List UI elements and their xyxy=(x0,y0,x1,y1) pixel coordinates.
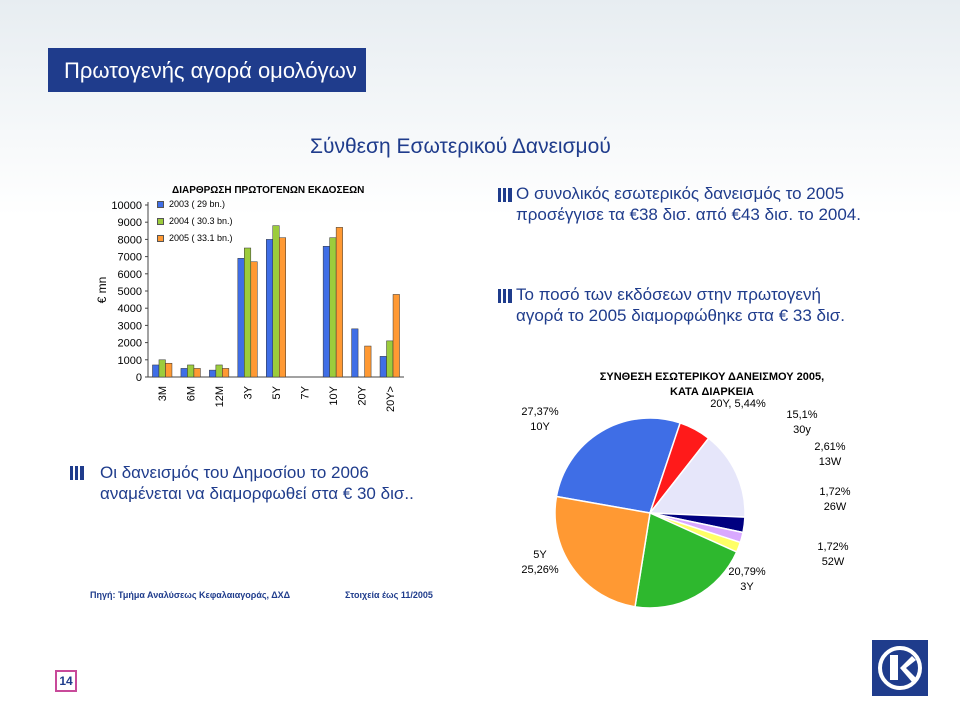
y-tick-label: 0 xyxy=(136,372,142,384)
bullet-icon xyxy=(498,188,512,202)
bar xyxy=(351,328,359,378)
x-tick-label: 20Y> xyxy=(385,386,397,412)
bar xyxy=(335,227,343,378)
pie-chart: ΣΥΝΘΕΣΗ ΕΣΩΤΕΡΙΚΟΥ ΔΑΝΕΙΣΜΟΥ 2005, ΚΑΤΑ Δ… xyxy=(521,371,851,609)
bar xyxy=(386,340,394,378)
pie-label-value: 25,26% xyxy=(521,564,559,576)
pie-label-name: 10Y xyxy=(530,421,550,433)
bullet-icon xyxy=(70,466,84,480)
pie-label-name: 13W xyxy=(819,456,842,468)
x-tick-label: 12M xyxy=(214,386,226,407)
bar xyxy=(279,237,286,378)
pie-label-value: 15,1% xyxy=(786,409,817,421)
bullet-icon xyxy=(498,289,512,303)
y-tick-label: 1000 xyxy=(118,355,142,367)
y-tick-label: 5000 xyxy=(118,286,142,298)
pie-slices xyxy=(554,417,746,609)
pie-label-name: 30y xyxy=(793,424,811,436)
pie-slice xyxy=(648,437,746,518)
legend-swatch xyxy=(157,200,164,208)
bar-chart: € mn 0 1000 2000 3000 4000 5000 6000 7000 8000 900… xyxy=(95,200,404,412)
x-tick-label: 3Y xyxy=(243,385,255,399)
pie-label-name: 3Y xyxy=(740,581,754,593)
pie-label: 20Y, 5,44% xyxy=(710,398,766,410)
y-tick-label: 8000 xyxy=(118,234,142,246)
bar xyxy=(187,364,195,378)
x-tick-label: 3M xyxy=(157,386,169,401)
y-tick-label: 2000 xyxy=(118,338,142,350)
x-tick-label: 7Y xyxy=(299,385,311,399)
bar xyxy=(322,246,330,378)
bar xyxy=(329,237,337,378)
bar-chart-title: ΔΙΑΡΘΡΩΣΗ ΠΡΩΤΟΓΕΝΩΝ ΕΚΔΟΣΕΩΝ xyxy=(172,185,365,196)
legend-label: 2003 ( 29 bn.) xyxy=(169,199,226,209)
x-tick-label: 20Y xyxy=(356,385,368,405)
bar xyxy=(266,239,273,378)
pie-label-name: 52W xyxy=(822,556,845,568)
pie-label-name: 26W xyxy=(824,501,847,513)
legend-item: 2003 ( 29 bn.) xyxy=(157,199,225,209)
bar xyxy=(379,356,387,378)
bar xyxy=(272,225,280,378)
bar xyxy=(215,364,223,378)
y-tick-label: 9000 xyxy=(118,217,142,229)
bar xyxy=(152,364,160,378)
legend-swatch xyxy=(157,234,164,242)
legend-label: 2004 ( 30.3 bn.) xyxy=(169,216,233,226)
x-tick-label: 6M xyxy=(186,386,198,401)
bar xyxy=(222,368,230,378)
pie-title-line2: ΚΑΤΑ ΔΙΑΡΚΕΙΑ xyxy=(670,386,754,398)
page-title: Πρωτογενής αγορά ομολόγων xyxy=(48,48,366,92)
bullet-text-1: Ο συνολικός εσωτερικός δανεισμός το 2005… xyxy=(516,184,861,224)
legend-item: 2005 ( 33.1 bn.) xyxy=(157,233,233,243)
bullet-text-3: Οι δανεισμός του Δημοσίου το 2006 αναμέν… xyxy=(100,463,414,503)
bar xyxy=(165,362,173,378)
bullet-text-2: Το ποσό των εκδόσεων στην πρωτογενή αγορ… xyxy=(516,285,845,325)
bar xyxy=(209,369,217,378)
page-number: 14 xyxy=(55,670,77,692)
bar xyxy=(392,294,400,378)
pie-label-value: 27,37% xyxy=(521,406,559,418)
pie-label-name: 5Y xyxy=(533,549,547,561)
section-title: Σύνθεση Εσωτερικού Δανεισμού xyxy=(310,135,611,158)
x-tick-label: 10Y xyxy=(328,385,340,405)
source-note: Πηγή: Τμήμα Αναλύσεως Κεφαλαιαγοράς, ΔΧΔ xyxy=(90,590,291,600)
bank-logo xyxy=(872,640,928,696)
pie-label-value: 1,72% xyxy=(819,486,850,498)
bar xyxy=(250,261,258,378)
y-tick-label: 10000 xyxy=(111,200,142,212)
bar xyxy=(244,247,252,378)
y-tick-label: 6000 xyxy=(118,269,142,281)
pie-slice xyxy=(554,495,651,608)
bar xyxy=(180,368,188,378)
bar xyxy=(158,359,166,378)
bar xyxy=(193,368,201,378)
y-axis-label: € mn xyxy=(95,277,109,304)
logo-icon xyxy=(878,646,922,690)
pie-label-value: 1,72% xyxy=(817,541,848,553)
bar xyxy=(237,258,245,378)
pie-label-value: 20,79% xyxy=(728,566,766,578)
legend-item: 2004 ( 30.3 bn.) xyxy=(157,216,233,226)
x-tick-label: 5Y xyxy=(271,385,283,399)
pie-slice xyxy=(634,511,738,609)
legend-label: 2005 ( 33.1 bn.) xyxy=(169,233,233,243)
bar-chart-legend: ΔΙΑΡΘΡΩΣΗ ΠΡΩΤΟΓΕΝΩΝ ΕΚΔΟΣΕΩΝ 2003 ( 29 … xyxy=(152,185,402,245)
pie-title-line1: ΣΥΝΘΕΣΗ ΕΣΩΤΕΡΙΚΟΥ ΔΑΝΕΙΣΜΟΥ 2005, xyxy=(600,371,824,383)
bar xyxy=(364,345,372,378)
y-tick-label: 3000 xyxy=(118,320,142,332)
date-note: Στοιχεία έως 11/2005 xyxy=(345,590,433,600)
legend-swatch xyxy=(157,217,164,225)
y-tick-label: 7000 xyxy=(118,252,142,264)
pie-label-value: 2,61% xyxy=(814,441,845,453)
pie-slice xyxy=(555,417,682,514)
y-tick-label: 4000 xyxy=(118,303,142,315)
